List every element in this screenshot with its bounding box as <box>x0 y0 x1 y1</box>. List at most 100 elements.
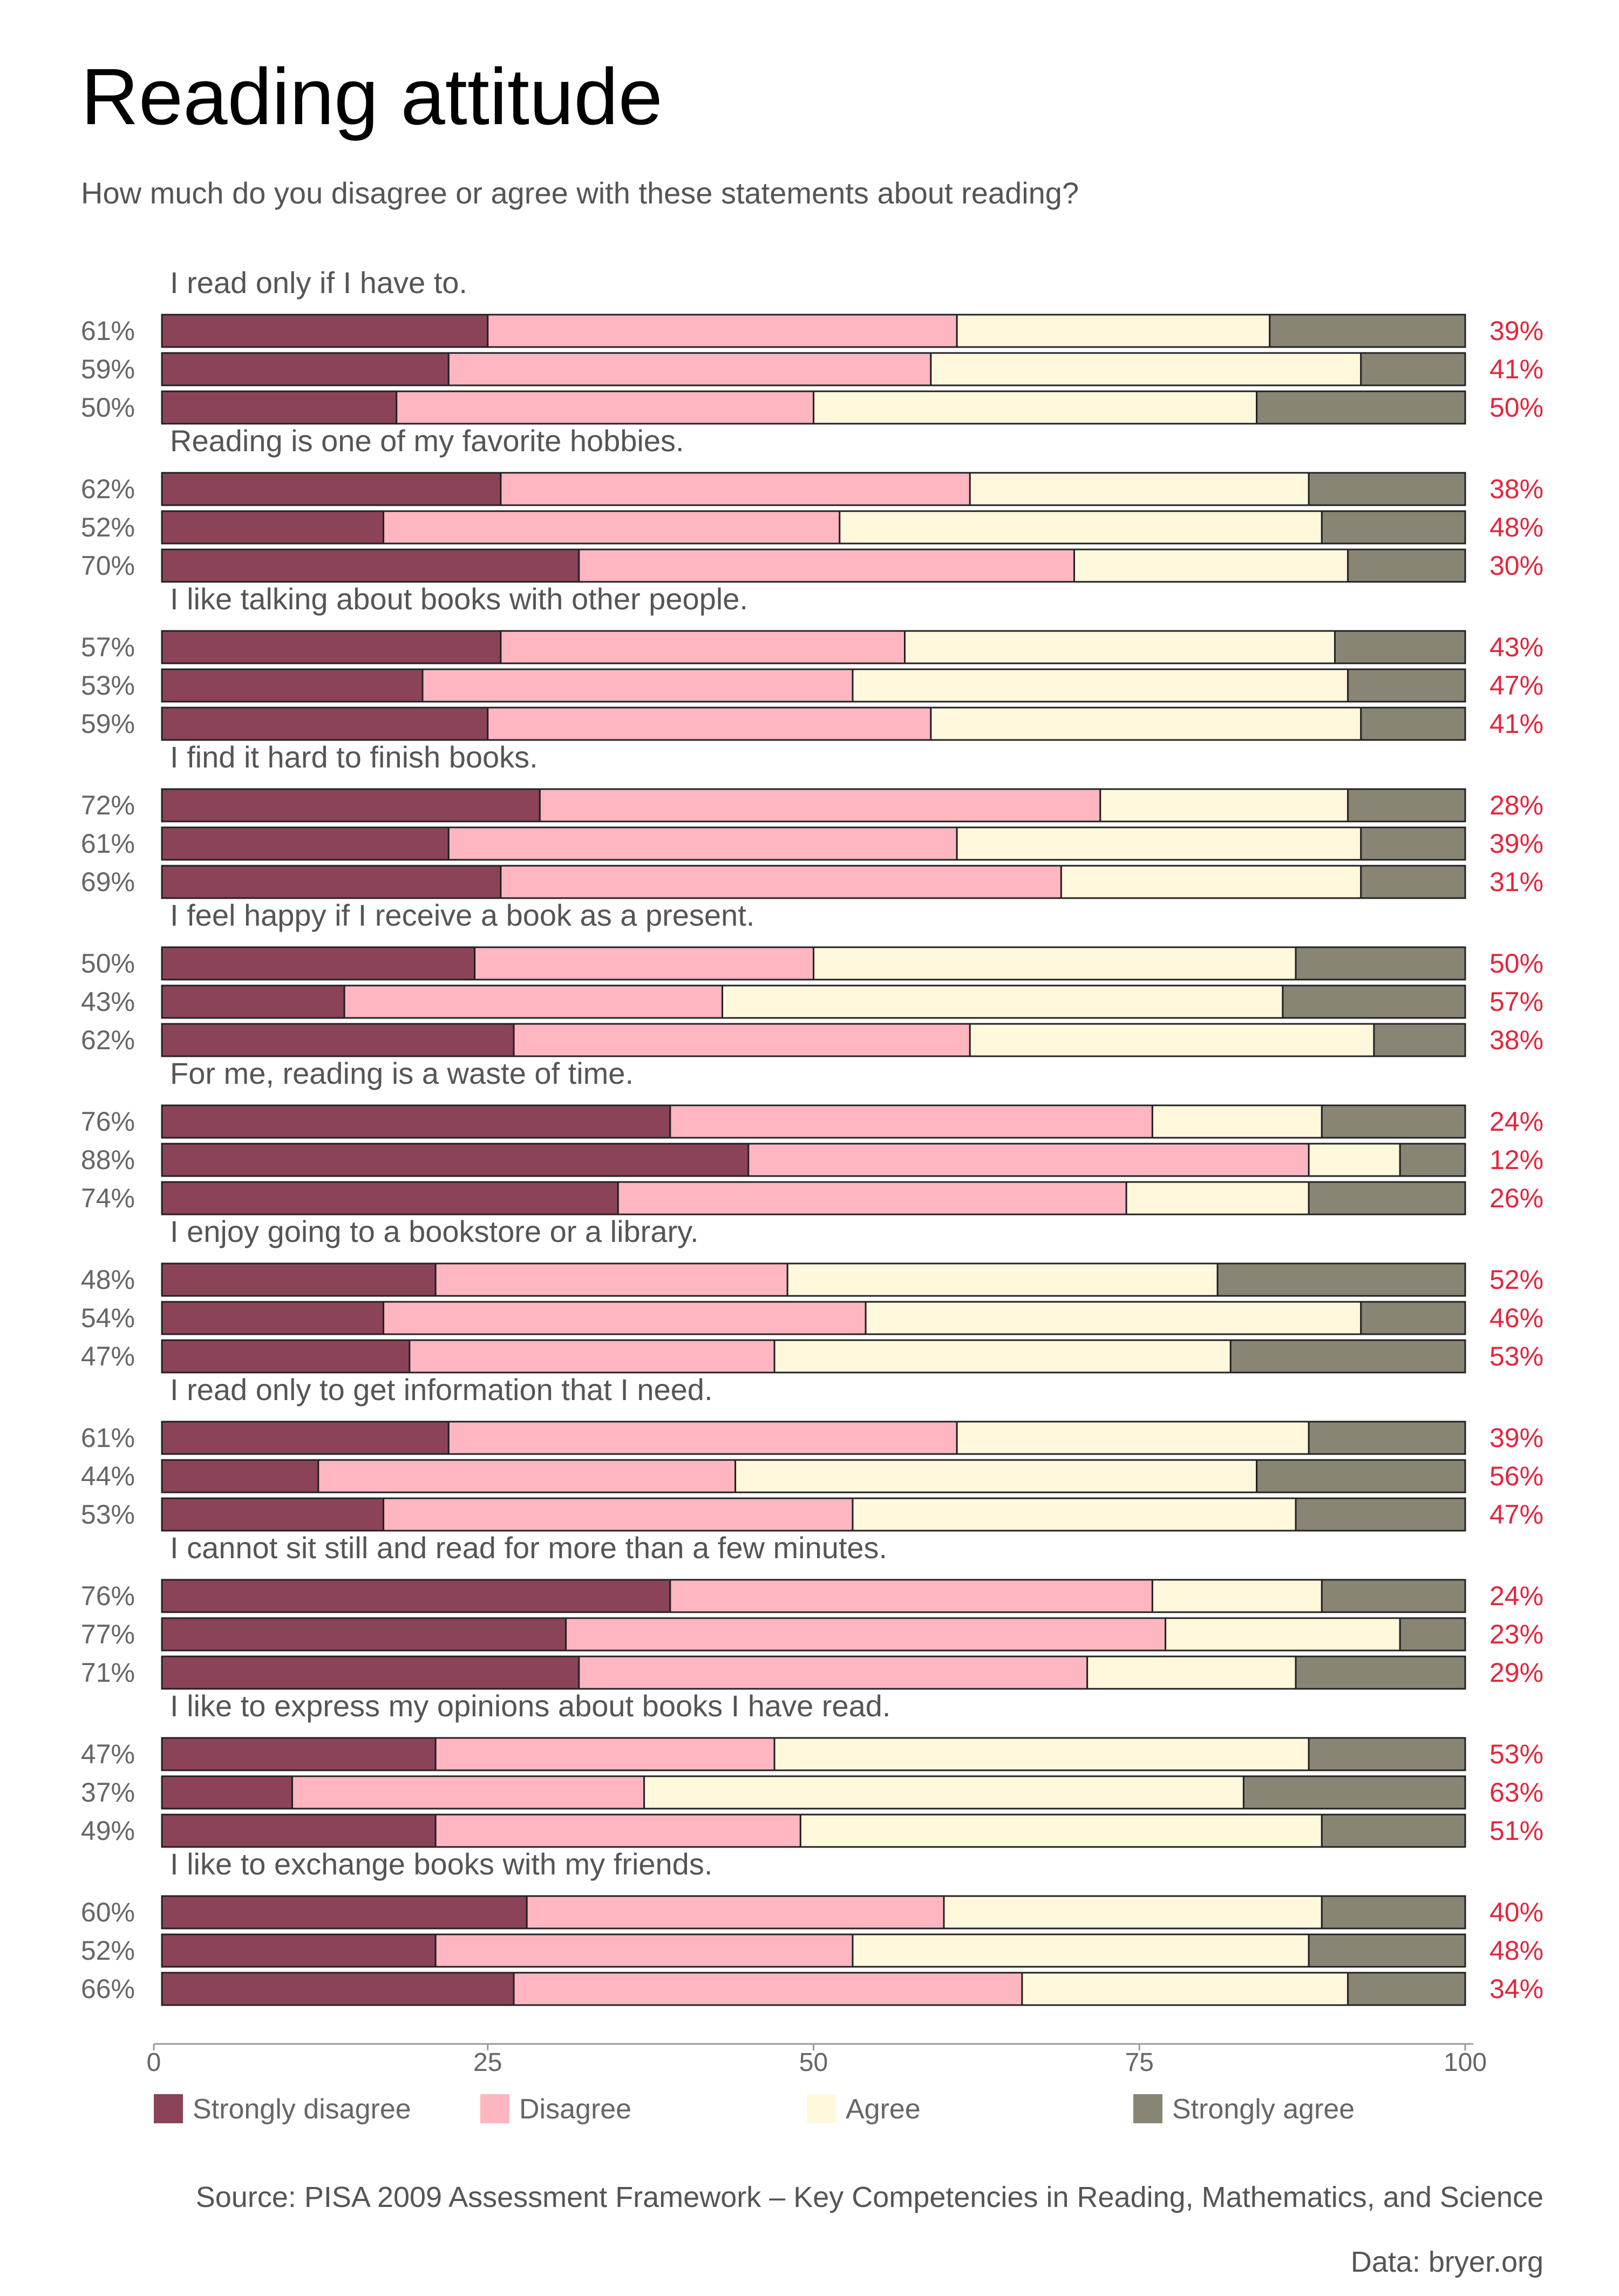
bar-segment <box>617 1181 1127 1215</box>
bar-segment <box>1256 1459 1466 1493</box>
disagree-total-label: 59% <box>81 709 135 739</box>
bar-segment <box>500 472 971 506</box>
bar-segment <box>747 1143 1310 1177</box>
bar-segment <box>513 1023 971 1057</box>
bar-segment <box>943 1895 1323 1930</box>
disagree-total-label: 77% <box>81 1619 135 1649</box>
disagree-total-label: 52% <box>81 1935 135 1966</box>
bar-segment <box>291 1775 645 1810</box>
bar-segment <box>969 1023 1375 1057</box>
bar-segment <box>721 984 1284 1019</box>
bar-segment <box>956 1421 1310 1455</box>
disagree-total-label: 48% <box>81 1265 135 1295</box>
disagree-total-label: 59% <box>81 354 135 384</box>
agree-total-label: 23% <box>1489 1619 1543 1649</box>
disagree-total-label: 49% <box>81 1816 135 1846</box>
bar-segment <box>1308 1143 1401 1177</box>
bar-segment <box>161 1737 437 1771</box>
statement-label: I find it hard to finish books. <box>170 740 538 774</box>
bar-segment <box>487 314 958 348</box>
bar-segment <box>1360 865 1466 899</box>
bar-segment <box>513 1972 1023 2006</box>
legend-label: Strongly disagree <box>193 2094 411 2125</box>
disagree-total-label: 53% <box>81 1499 135 1530</box>
statement-label: I enjoy going to a bookstore or a librar… <box>170 1214 699 1248</box>
bar-segment <box>161 1421 450 1455</box>
bar-segment <box>1321 510 1466 545</box>
legend-swatch <box>807 2094 836 2123</box>
disagree-total-label: 50% <box>81 392 135 423</box>
disagree-total-label: 37% <box>81 1777 135 1808</box>
bar-segment <box>474 946 814 981</box>
bar-segment <box>1321 1895 1466 1930</box>
x-tick-label: 50 <box>799 2048 828 2077</box>
bar-segment <box>1295 1655 1466 1690</box>
bar-segment <box>1021 1972 1349 2006</box>
agree-total-label: 40% <box>1489 1897 1543 1927</box>
bar-segment <box>161 548 580 583</box>
agree-total-label: 34% <box>1489 1974 1543 2004</box>
bar-segment <box>434 1262 788 1297</box>
bar-segment <box>1229 1339 1466 1374</box>
bar-segment <box>865 1301 1362 1335</box>
agree-total-label: 39% <box>1489 828 1543 859</box>
bar-segment <box>434 1813 801 1848</box>
bar-segment <box>1073 548 1349 583</box>
bar-segment <box>773 1339 1232 1374</box>
disagree-total-label: 74% <box>81 1183 135 1213</box>
bar-segment <box>161 1459 319 1493</box>
bar-segment <box>1347 1972 1466 2006</box>
bar-segment <box>930 707 1362 741</box>
agree-total-label: 63% <box>1489 1777 1543 1808</box>
bar-segment <box>161 314 489 348</box>
bar-segment <box>383 1497 854 1532</box>
bar-segment <box>161 707 489 741</box>
bar-segment <box>161 1933 437 1968</box>
bar-segment <box>1308 472 1466 506</box>
bar-segment <box>1165 1617 1401 1652</box>
agree-total-label: 56% <box>1489 1461 1543 1491</box>
bar-segment <box>1360 707 1466 741</box>
stacked-bar-chart: I read only if I have to. 61% 39% 59% 41% 50%… <box>81 266 1543 2125</box>
x-tick-label: 25 <box>473 2048 502 2077</box>
bar-segment <box>1151 1104 1323 1139</box>
bar-segment <box>1399 1617 1466 1652</box>
bar-segment <box>1360 826 1466 861</box>
agree-total-label: 30% <box>1489 551 1543 581</box>
bar-segment <box>383 510 841 545</box>
statement-label: I like to express my opinions about book… <box>170 1689 890 1723</box>
agree-total-label: 38% <box>1489 1025 1543 1055</box>
agree-total-label: 50% <box>1489 392 1543 423</box>
agree-total-label: 38% <box>1489 474 1543 504</box>
bar-segment <box>1295 1497 1466 1532</box>
bar-segment <box>317 1459 737 1493</box>
disagree-total-label: 47% <box>81 1341 135 1371</box>
agree-total-label: 41% <box>1489 354 1543 384</box>
agree-total-label: 24% <box>1489 1106 1543 1137</box>
bar-segment <box>421 668 854 703</box>
bar-segment <box>161 1813 437 1848</box>
bar-segment <box>1321 1579 1466 1613</box>
bar-segment <box>799 1813 1323 1848</box>
bar-segment <box>956 826 1362 861</box>
bar-segment <box>161 1023 515 1057</box>
bar-segment <box>1216 1262 1466 1297</box>
agree-total-label: 31% <box>1489 867 1543 897</box>
disagree-total-label: 57% <box>81 632 135 662</box>
agree-total-label: 29% <box>1489 1658 1543 1688</box>
bar-segment <box>161 1262 437 1297</box>
bar-segment <box>1308 1421 1466 1455</box>
agree-total-label: 39% <box>1489 1423 1543 1453</box>
bar-segment <box>1399 1143 1466 1177</box>
bar-segment <box>669 1579 1153 1613</box>
data-credit: Data: bryer.org <box>1350 2246 1543 2278</box>
bar-segment <box>1308 1737 1466 1771</box>
statement-label: Reading is one of my favorite hobbies. <box>170 424 684 458</box>
disagree-total-label: 50% <box>81 948 135 979</box>
bar-segment <box>1086 1655 1297 1690</box>
bar-segment <box>1125 1181 1310 1215</box>
bar-segment <box>161 1617 567 1652</box>
disagree-total-label: 52% <box>81 512 135 542</box>
disagree-total-label: 43% <box>81 987 135 1017</box>
bar-segment <box>1242 1775 1466 1810</box>
